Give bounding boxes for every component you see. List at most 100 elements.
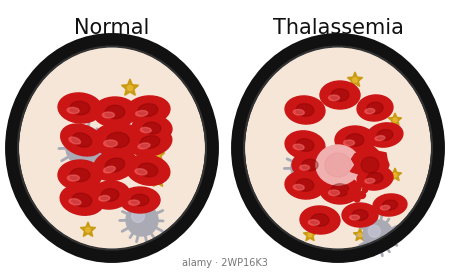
Circle shape: [113, 153, 117, 157]
Circle shape: [359, 191, 365, 199]
Ellipse shape: [69, 137, 81, 144]
Ellipse shape: [126, 155, 170, 185]
Ellipse shape: [320, 176, 360, 204]
Ellipse shape: [135, 169, 147, 175]
Ellipse shape: [325, 153, 351, 177]
Circle shape: [127, 86, 132, 90]
Ellipse shape: [367, 123, 403, 147]
Circle shape: [72, 136, 87, 151]
Circle shape: [355, 185, 361, 191]
Ellipse shape: [352, 210, 368, 220]
Ellipse shape: [138, 104, 158, 116]
Ellipse shape: [58, 160, 102, 190]
Polygon shape: [303, 228, 317, 241]
Ellipse shape: [120, 187, 160, 213]
Ellipse shape: [105, 158, 125, 172]
Ellipse shape: [311, 214, 329, 226]
Polygon shape: [151, 148, 165, 161]
Ellipse shape: [138, 143, 150, 149]
Ellipse shape: [143, 122, 161, 134]
Polygon shape: [122, 79, 139, 95]
Ellipse shape: [69, 199, 81, 205]
Ellipse shape: [129, 200, 140, 205]
Circle shape: [156, 178, 160, 182]
Ellipse shape: [365, 108, 375, 114]
Ellipse shape: [285, 96, 325, 124]
Ellipse shape: [58, 93, 102, 123]
Text: Thalassemia: Thalassemia: [273, 18, 404, 38]
Ellipse shape: [320, 81, 360, 109]
Text: Normal: Normal: [74, 18, 150, 38]
Circle shape: [291, 151, 325, 185]
Circle shape: [383, 198, 387, 202]
Ellipse shape: [300, 206, 340, 234]
Ellipse shape: [67, 107, 79, 114]
Ellipse shape: [293, 144, 304, 150]
Circle shape: [131, 210, 144, 222]
Ellipse shape: [331, 89, 349, 101]
Ellipse shape: [131, 194, 149, 206]
Ellipse shape: [94, 149, 137, 181]
Ellipse shape: [140, 136, 160, 148]
Polygon shape: [379, 194, 391, 205]
Ellipse shape: [60, 185, 104, 215]
Ellipse shape: [238, 40, 438, 256]
Circle shape: [393, 118, 397, 122]
Ellipse shape: [285, 171, 325, 199]
Ellipse shape: [357, 95, 393, 121]
Ellipse shape: [104, 166, 115, 173]
Polygon shape: [388, 168, 402, 181]
Ellipse shape: [104, 140, 117, 147]
Circle shape: [86, 228, 90, 232]
Ellipse shape: [375, 136, 385, 141]
Circle shape: [126, 204, 158, 236]
Ellipse shape: [12, 40, 212, 256]
Ellipse shape: [70, 168, 90, 182]
Ellipse shape: [93, 123, 143, 157]
Ellipse shape: [377, 130, 393, 141]
Ellipse shape: [331, 184, 349, 196]
Ellipse shape: [328, 95, 339, 101]
Ellipse shape: [302, 159, 318, 171]
Ellipse shape: [373, 194, 407, 216]
Ellipse shape: [72, 133, 92, 147]
Ellipse shape: [285, 131, 325, 159]
Ellipse shape: [382, 200, 398, 210]
Circle shape: [353, 78, 357, 82]
Ellipse shape: [107, 132, 129, 148]
Polygon shape: [347, 72, 363, 86]
Ellipse shape: [346, 134, 364, 146]
Ellipse shape: [138, 163, 158, 177]
Polygon shape: [108, 147, 122, 161]
Ellipse shape: [300, 165, 310, 170]
Ellipse shape: [128, 128, 172, 156]
Ellipse shape: [328, 190, 339, 196]
Ellipse shape: [343, 140, 355, 145]
Polygon shape: [81, 222, 95, 236]
Ellipse shape: [350, 215, 360, 220]
Circle shape: [363, 220, 393, 250]
Ellipse shape: [380, 205, 390, 210]
Polygon shape: [150, 172, 166, 186]
Ellipse shape: [357, 166, 393, 190]
Ellipse shape: [367, 173, 383, 183]
Ellipse shape: [367, 102, 383, 114]
Circle shape: [363, 188, 368, 192]
Ellipse shape: [90, 181, 130, 209]
Ellipse shape: [132, 115, 172, 141]
Ellipse shape: [296, 139, 314, 151]
Ellipse shape: [361, 157, 379, 173]
Circle shape: [354, 196, 360, 202]
Circle shape: [156, 153, 160, 157]
Ellipse shape: [365, 178, 375, 183]
Ellipse shape: [296, 179, 314, 191]
Text: alamy · 2WP16K3: alamy · 2WP16K3: [182, 258, 268, 268]
Ellipse shape: [293, 109, 304, 115]
Circle shape: [368, 225, 380, 237]
Circle shape: [308, 233, 312, 237]
Ellipse shape: [342, 203, 378, 227]
Ellipse shape: [293, 185, 304, 190]
Ellipse shape: [126, 96, 170, 124]
Ellipse shape: [99, 196, 110, 201]
Ellipse shape: [140, 127, 151, 133]
